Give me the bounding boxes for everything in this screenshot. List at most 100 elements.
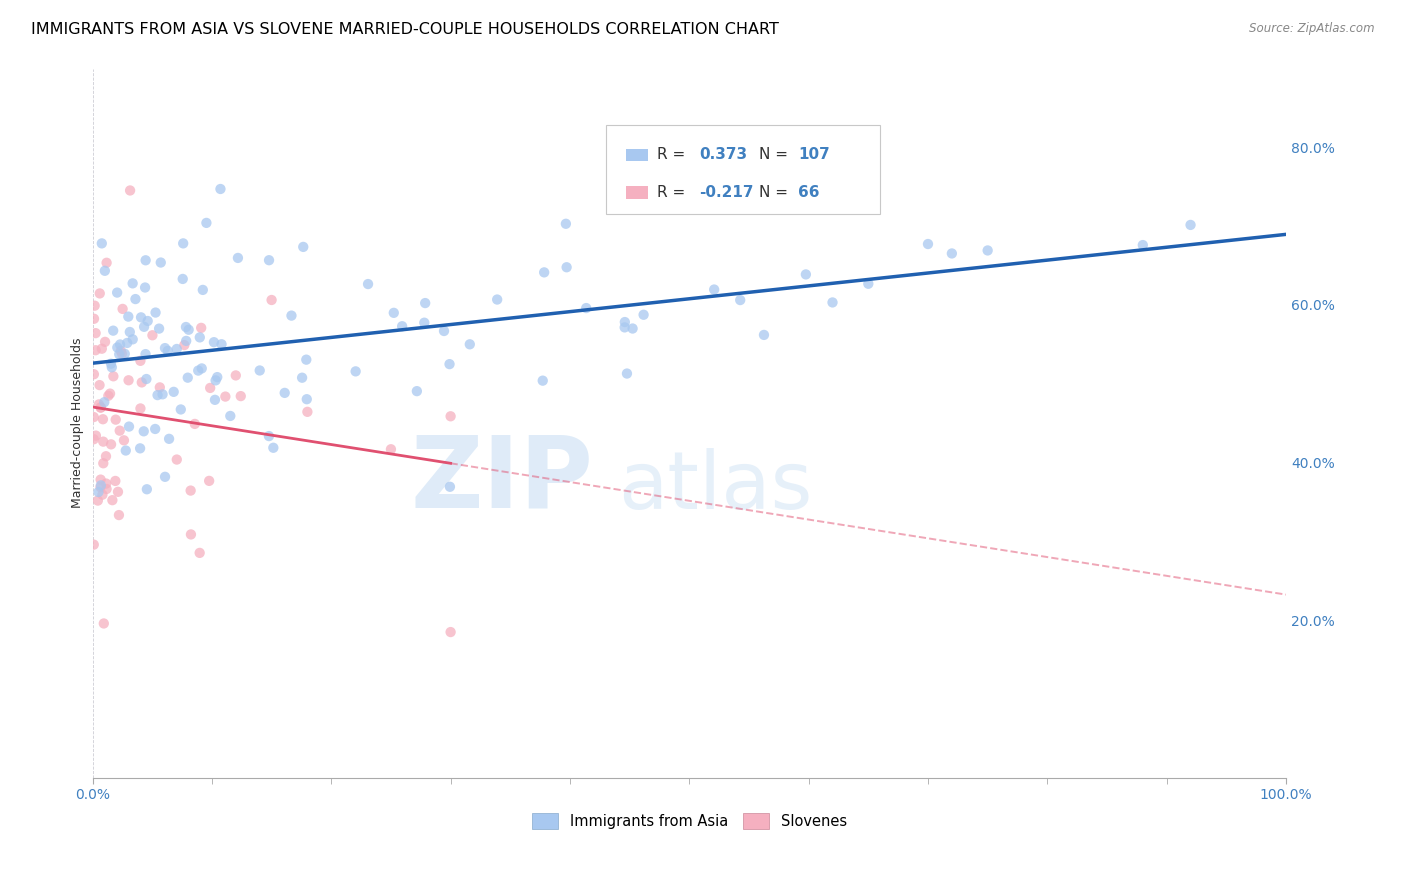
Point bbox=[297, 405, 319, 419]
Point bbox=[249, 363, 271, 377]
Point bbox=[100, 437, 122, 451]
Point bbox=[295, 352, 318, 367]
Point bbox=[382, 306, 405, 320]
Point bbox=[156, 343, 179, 358]
Point bbox=[184, 417, 207, 431]
Point bbox=[132, 425, 155, 439]
Point bbox=[98, 386, 121, 401]
Point bbox=[173, 338, 195, 352]
Point bbox=[153, 341, 176, 355]
Point bbox=[110, 343, 132, 358]
Point bbox=[177, 370, 200, 384]
Point bbox=[1132, 238, 1154, 252]
Point bbox=[120, 184, 142, 198]
Point bbox=[413, 316, 436, 330]
Point bbox=[84, 343, 107, 358]
Point bbox=[104, 412, 127, 426]
Point bbox=[148, 321, 170, 335]
Point bbox=[90, 401, 112, 415]
Text: N =: N = bbox=[758, 185, 793, 200]
Point bbox=[188, 546, 211, 560]
Point bbox=[90, 478, 112, 492]
Point bbox=[166, 452, 188, 467]
Point bbox=[180, 483, 202, 498]
Point bbox=[458, 337, 481, 351]
Point bbox=[114, 347, 136, 361]
Point bbox=[273, 385, 295, 400]
Point bbox=[91, 412, 114, 426]
Point bbox=[134, 280, 156, 294]
Point bbox=[115, 335, 138, 350]
Point bbox=[613, 315, 636, 329]
Point bbox=[703, 283, 725, 297]
Point bbox=[87, 397, 110, 411]
Point bbox=[132, 319, 155, 334]
Point bbox=[152, 387, 174, 401]
Point bbox=[89, 286, 111, 301]
Point bbox=[105, 341, 128, 355]
Point bbox=[190, 361, 212, 376]
Point bbox=[174, 334, 197, 348]
Point bbox=[114, 443, 136, 458]
Point bbox=[225, 368, 247, 383]
Point bbox=[83, 368, 105, 382]
Point bbox=[257, 429, 280, 443]
Point bbox=[117, 310, 139, 324]
Text: 66: 66 bbox=[797, 185, 820, 200]
Point bbox=[821, 295, 844, 310]
Point bbox=[295, 392, 318, 407]
Point bbox=[291, 370, 314, 384]
Point bbox=[111, 347, 134, 361]
Point bbox=[146, 388, 169, 402]
Point bbox=[204, 392, 226, 407]
Point bbox=[413, 296, 436, 310]
Point bbox=[83, 538, 105, 552]
FancyBboxPatch shape bbox=[606, 125, 880, 214]
Point bbox=[103, 324, 125, 338]
Point bbox=[257, 253, 280, 268]
Point bbox=[94, 334, 117, 349]
Point bbox=[405, 384, 427, 399]
Point bbox=[219, 409, 242, 423]
Point bbox=[280, 309, 302, 323]
Point bbox=[145, 305, 167, 319]
Point bbox=[633, 308, 655, 322]
Point bbox=[118, 325, 141, 339]
Point bbox=[84, 326, 107, 340]
Point bbox=[211, 337, 233, 351]
Point bbox=[202, 335, 225, 350]
Point bbox=[101, 360, 124, 375]
Point bbox=[129, 354, 152, 368]
Point bbox=[100, 357, 122, 371]
Point bbox=[174, 320, 197, 334]
Point bbox=[180, 527, 202, 541]
Point bbox=[149, 255, 172, 269]
Point bbox=[84, 428, 107, 442]
Point bbox=[187, 363, 209, 377]
Text: ZIP: ZIP bbox=[411, 432, 593, 528]
Point bbox=[555, 260, 578, 275]
Legend: Immigrants from Asia, Slovenes: Immigrants from Asia, Slovenes bbox=[526, 807, 852, 834]
Point bbox=[94, 264, 117, 278]
Point bbox=[104, 474, 127, 488]
Point bbox=[172, 236, 194, 251]
Point bbox=[96, 476, 118, 491]
Point bbox=[198, 474, 221, 488]
Point bbox=[136, 314, 159, 328]
Point bbox=[166, 342, 188, 356]
Point bbox=[533, 265, 555, 279]
Point bbox=[108, 337, 131, 351]
Point bbox=[191, 283, 214, 297]
Point bbox=[87, 493, 110, 508]
FancyBboxPatch shape bbox=[626, 186, 648, 199]
Point bbox=[229, 389, 252, 403]
Point bbox=[108, 424, 131, 438]
Point bbox=[90, 342, 112, 356]
Point bbox=[83, 432, 105, 446]
Point bbox=[941, 246, 963, 260]
Point bbox=[214, 390, 236, 404]
Point bbox=[207, 370, 229, 384]
Point bbox=[143, 422, 166, 436]
Point bbox=[112, 434, 135, 448]
Point bbox=[135, 253, 157, 268]
